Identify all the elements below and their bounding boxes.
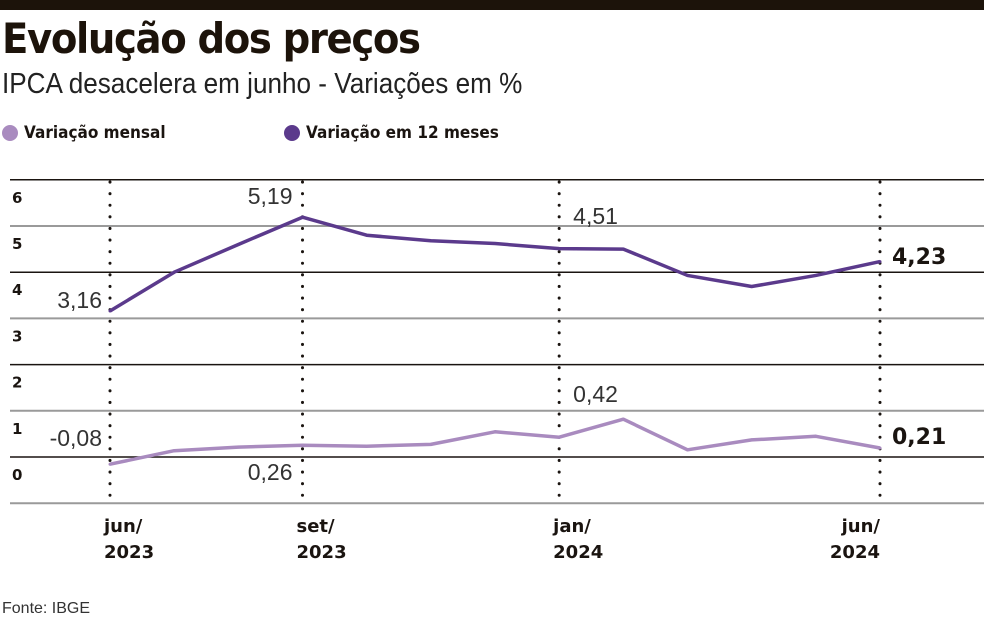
data-point-monthly	[108, 462, 112, 466]
legend-label: Variação em 12 meses	[306, 123, 499, 143]
data-point-monthly	[236, 445, 240, 449]
data-label: 4,51	[573, 203, 618, 229]
data-point-12-months	[365, 233, 369, 237]
data-label: 3,16	[57, 287, 102, 313]
data-point-monthly	[878, 446, 882, 450]
data-point-monthly	[301, 443, 304, 447]
data-label: 5,19	[248, 183, 293, 209]
y-tick-label: 1	[12, 420, 22, 438]
y-tick-label: 0	[12, 466, 22, 484]
data-point-12-months	[236, 242, 240, 246]
legend-item-12-months: Variação em 12 meses	[284, 123, 520, 143]
data-point-12-months	[621, 247, 625, 251]
legend-dot-icon	[284, 125, 300, 141]
data-point-monthly	[557, 435, 561, 439]
top-bar	[0, 0, 984, 10]
data-label: 0,21	[892, 425, 946, 450]
y-tick-label: 3	[12, 327, 22, 345]
data-point-monthly	[814, 434, 818, 438]
x-tick-label: 2023	[297, 542, 347, 563]
y-tick-label: 4	[12, 281, 22, 299]
x-tick-label: 2023	[104, 542, 154, 563]
data-point-monthly	[493, 430, 497, 434]
y-tick-label: 6	[12, 189, 22, 207]
data-label: 0,42	[573, 381, 618, 407]
data-label: 4,23	[892, 245, 946, 270]
series-line-12-months	[109, 215, 881, 313]
legend-dot-icon	[2, 125, 18, 141]
data-point-12-months	[686, 273, 689, 277]
y-tick-label: 2	[12, 374, 22, 392]
x-tick-label: set/	[297, 516, 336, 537]
chart-subtitle: IPCA desacelera em junho - Variações em …	[2, 68, 523, 100]
data-point-12-months	[301, 215, 304, 219]
y-tick-label: 5	[12, 235, 22, 253]
data-point-12-months	[108, 309, 112, 313]
data-point-monthly	[172, 449, 176, 453]
data-point-monthly	[621, 417, 625, 421]
data-label: -0,08	[50, 425, 102, 451]
chart-title: Evolução dos preços	[2, 14, 421, 63]
source-note: Fonte: IBGE	[2, 600, 91, 617]
data-point-monthly	[750, 438, 754, 442]
x-tick-label: jun/	[103, 516, 143, 537]
x-tick-label: 2024	[830, 542, 880, 563]
legend-label: Variação mensal	[24, 123, 166, 143]
x-tick-label: jan/	[552, 516, 591, 537]
data-point-12-months	[172, 270, 176, 274]
legend-item-monthly: Variação mensal	[2, 123, 181, 143]
data-label: 0,26	[248, 459, 293, 485]
data-point-12-months	[493, 242, 497, 246]
data-point-12-months	[557, 247, 561, 251]
data-point-monthly	[365, 444, 369, 448]
data-point-12-months	[750, 285, 754, 289]
data-point-monthly	[686, 448, 689, 452]
data-point-monthly	[429, 442, 433, 446]
x-tick-label: 2024	[553, 542, 603, 563]
x-tick-label: jun/	[841, 516, 881, 537]
data-point-12-months	[429, 239, 433, 243]
data-point-12-months	[814, 273, 818, 277]
data-point-12-months	[878, 260, 882, 264]
